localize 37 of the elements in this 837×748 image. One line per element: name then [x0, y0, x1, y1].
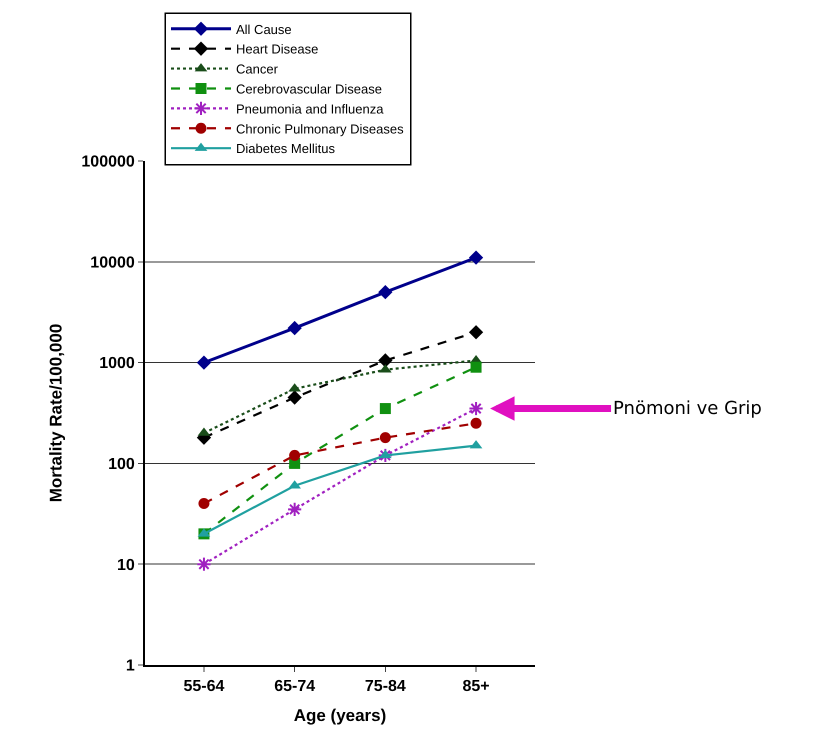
legend-label: Chronic Pulmonary Diseases — [236, 121, 404, 136]
legend-label: Heart Disease — [236, 42, 318, 57]
legend-label: Pneumonia and Influenza — [236, 101, 384, 116]
point — [378, 284, 392, 300]
point — [468, 325, 484, 340]
point — [380, 403, 391, 414]
y-tick-label: 100000 — [81, 154, 135, 171]
legend-label: All Cause — [236, 22, 292, 37]
y-tick-label: 10000 — [90, 254, 135, 272]
x-axis-title: Age (years) — [294, 706, 386, 726]
legend-label: Cancer — [236, 62, 279, 77]
legend-label: Diabetes Mellitus — [236, 141, 336, 156]
point — [468, 250, 484, 265]
point — [196, 556, 212, 572]
point — [196, 355, 212, 370]
y-tick-label: 10 — [117, 556, 135, 574]
point — [378, 448, 393, 464]
point — [198, 498, 210, 510]
y-tick-label: 100 — [108, 456, 135, 473]
annotation: Pnömoni ve Grip — [613, 398, 762, 419]
y-axis-title: Mortality Rate/100,000 — [46, 324, 66, 502]
y-tick-label: 1000 — [99, 355, 135, 372]
x-tick-label: 65-74 — [274, 678, 316, 696]
point — [287, 502, 302, 517]
point — [288, 390, 302, 405]
point — [380, 432, 391, 444]
point — [470, 418, 482, 429]
point — [288, 320, 302, 336]
point — [468, 400, 484, 416]
x-tick-label: 75-84 — [364, 678, 406, 696]
x-tick-label: 55-64 — [183, 678, 225, 696]
legend-label: Cerebrovascular Disease — [236, 82, 382, 97]
y-tick-label: 1 — [126, 658, 135, 675]
point — [378, 353, 392, 368]
x-tick-label: 85+ — [462, 678, 490, 696]
point — [470, 362, 482, 373]
point — [289, 450, 300, 461]
